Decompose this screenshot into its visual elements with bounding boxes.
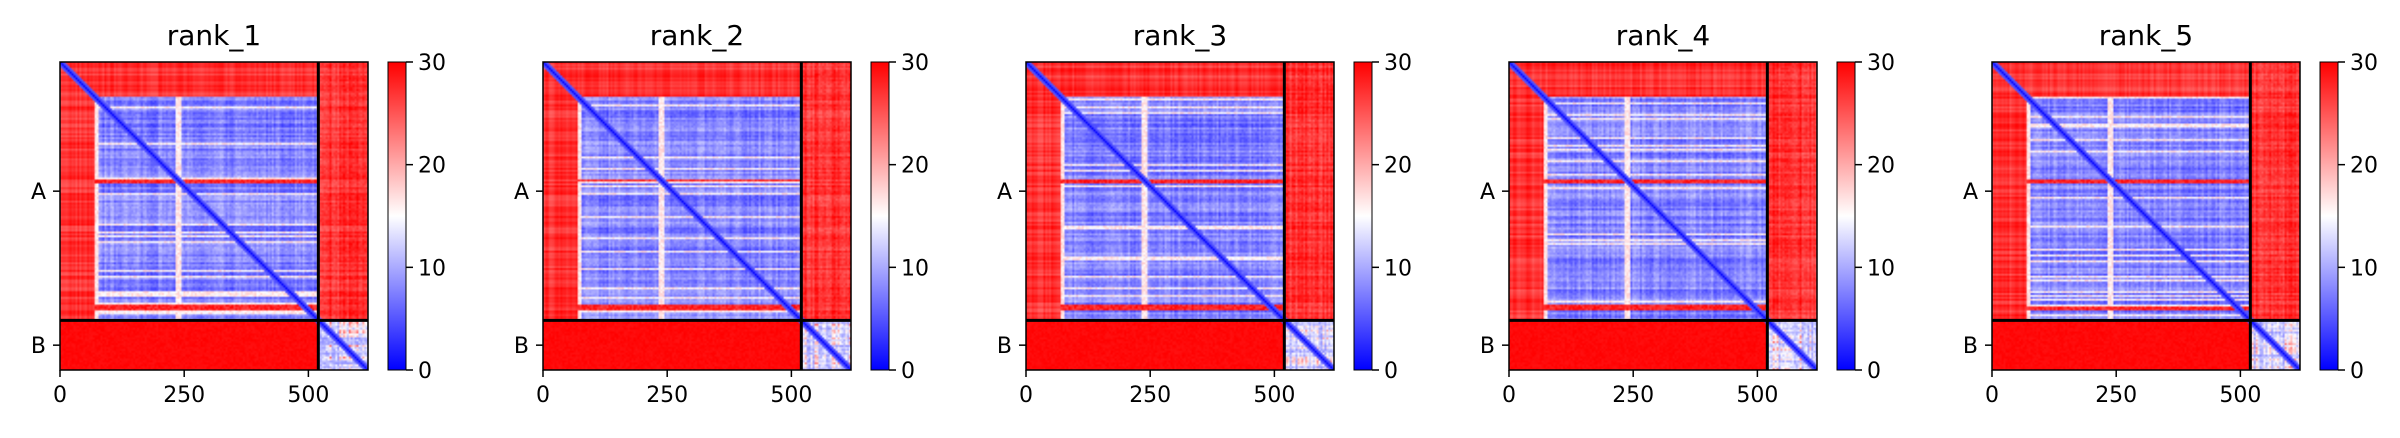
colorbar: 0 10 20 30: [870, 51, 929, 384]
x-tick-label: 0: [1019, 383, 1033, 408]
colorbar-tick-label: 30: [1867, 51, 1895, 76]
colorbar-tick-label: 20: [2350, 154, 2378, 179]
colorbar-tick-label: 10: [901, 256, 929, 281]
colorbar-tick-label: 0: [1384, 359, 1398, 384]
colorbar-tick-label: 0: [1867, 359, 1881, 384]
axes-frame: [1025, 61, 1335, 371]
x-tick-label: 500: [2219, 383, 2261, 408]
heatmap-axes: [1508, 61, 1818, 371]
axes-frame: [59, 61, 369, 371]
heatmap-axes: [542, 61, 852, 371]
colorbar-tick-label: 20: [1867, 154, 1895, 179]
y-tick-label: A: [1963, 180, 1978, 205]
panel-title: rank_1: [167, 19, 261, 52]
x-tick-label: 0: [53, 383, 67, 408]
colorbar-tick-label: 20: [1384, 154, 1412, 179]
colorbar-tick-label: 10: [1384, 256, 1412, 281]
x-tick-label: 250: [2095, 383, 2137, 408]
colorbar-tick-label: 20: [901, 154, 929, 179]
x-tick-label: 250: [163, 383, 205, 408]
colorbar: 0 10 20 30: [387, 51, 446, 384]
heatmap-image: [60, 62, 368, 370]
y-tick-label: B: [514, 334, 529, 359]
heatmap-image: [1992, 62, 2300, 370]
x-tick-label: 500: [770, 383, 812, 408]
colorbar: 0 10 20 30: [2319, 51, 2378, 384]
x-tick-label: 0: [1502, 383, 1516, 408]
colorbar-gradient: [1836, 61, 1856, 371]
x-tick-label: 250: [646, 383, 688, 408]
panel-title: rank_2: [650, 19, 744, 52]
axes-frame: [542, 61, 852, 371]
heatmap-axes: [59, 61, 369, 371]
colorbar-gradient: [870, 61, 890, 371]
colorbar-gradient: [2319, 61, 2339, 371]
heatmap-axes: [1991, 61, 2301, 371]
panel-title: rank_3: [1133, 19, 1227, 52]
heatmap-axes: [1025, 61, 1335, 371]
colorbar-tick-label: 10: [2350, 256, 2378, 281]
colorbar-tick-label: 0: [418, 359, 432, 384]
panel-title: rank_5: [2099, 19, 2193, 52]
colorbar-tick-label: 30: [901, 51, 929, 76]
colorbar-gradient: [1353, 61, 1373, 371]
axes-frame: [1991, 61, 2301, 371]
axes-frame: [1508, 61, 1818, 371]
x-tick-label: 500: [1253, 383, 1295, 408]
colorbar-tick-label: 30: [1384, 51, 1412, 76]
x-tick-label: 250: [1129, 383, 1171, 408]
y-tick-label: A: [1480, 180, 1495, 205]
colorbar-tick-label: 10: [1867, 256, 1895, 281]
y-tick-label: B: [31, 334, 46, 359]
colorbar-gradient: [387, 61, 407, 371]
colorbar-tick-label: 20: [418, 154, 446, 179]
y-tick-label: B: [1963, 334, 1978, 359]
colorbar: 0 10 20 30: [1836, 51, 1895, 384]
x-tick-label: 250: [1612, 383, 1654, 408]
heatmap-image: [543, 62, 851, 370]
colorbar: 0 10 20 30: [1353, 51, 1412, 384]
y-tick-label: B: [1480, 334, 1495, 359]
heatmap-image: [1026, 62, 1334, 370]
colorbar-tick-label: 30: [418, 51, 446, 76]
x-tick-label: 500: [287, 383, 329, 408]
colorbar-tick-label: 0: [2350, 359, 2364, 384]
y-tick-label: B: [997, 334, 1012, 359]
colorbar-tick-label: 30: [2350, 51, 2378, 76]
heatmap-image: [1509, 62, 1817, 370]
x-tick-label: 500: [1736, 383, 1778, 408]
x-tick-label: 0: [1985, 383, 1999, 408]
y-tick-label: A: [514, 180, 529, 205]
x-tick-label: 0: [536, 383, 550, 408]
colorbar-tick-label: 10: [418, 256, 446, 281]
colorbar-tick-label: 0: [901, 359, 915, 384]
y-tick-label: A: [31, 180, 46, 205]
y-tick-label: A: [997, 180, 1012, 205]
panel-title: rank_4: [1616, 19, 1710, 52]
